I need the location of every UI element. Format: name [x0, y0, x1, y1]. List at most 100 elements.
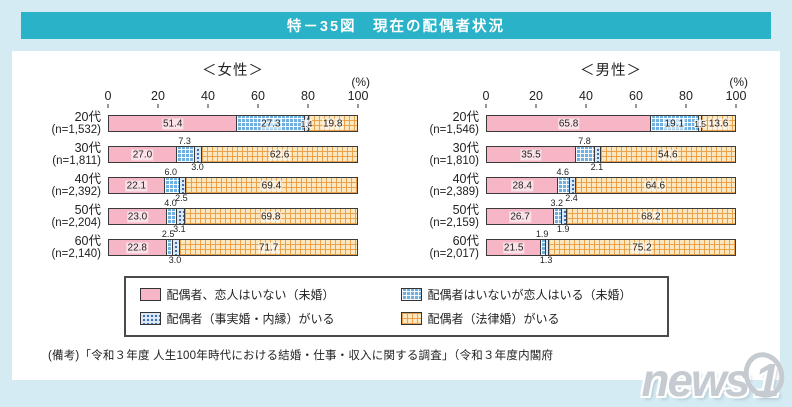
watermark-one: 1 — [738, 346, 791, 407]
x-axis-tick-mark — [257, 104, 259, 108]
bar-value-label: 71.7 — [257, 242, 280, 253]
content-panel: ＜女性＞ (%) 0 20 40 60 80 100 20代 (n=1,532) 51.4 27… — [12, 51, 780, 380]
bar-value-label: 51.4 — [162, 118, 184, 129]
bar-value-label: 35.5 — [520, 149, 542, 160]
stacked-bar: 22.1 69.4 — [108, 177, 358, 194]
bar-area: 51.4 27.3 19.8 1.4 — [108, 115, 358, 132]
bar-value-label: 62.6 — [268, 149, 291, 160]
legend-swatch-unmarried-no-partner — [139, 288, 161, 301]
bar-segment-0: 23.0 — [109, 209, 167, 224]
bar-segment-1 — [557, 178, 569, 193]
x-axis-tick-label: 60 — [629, 89, 643, 103]
bar-value-label: 21.5 — [502, 242, 525, 253]
chart-title-female: ＜女性＞ — [202, 63, 264, 79]
bar-value-label: 4.0 — [164, 198, 177, 208]
bar-value-label: 6.0 — [164, 167, 178, 177]
chart-row: 50代 (n=2,159) 26.7 68.2 3.2 1.9 — [406, 199, 750, 234]
bar-value-label: 7.3 — [178, 136, 191, 146]
bar-segment-1 — [575, 147, 595, 162]
bar-segment-0: 27.0 — [109, 147, 176, 162]
bar-value-label: 2.5 — [161, 229, 175, 239]
stacked-bar: 22.8 71.7 — [108, 239, 358, 256]
chart-header-female: ＜女性＞ (%) — [108, 57, 370, 89]
chart-row: 50代 (n=2,204) 23.0 69.8 4.0 3.1 — [28, 198, 372, 234]
chart-row: 60代 (n=2,140) 22.8 71.7 2.5 3.0 — [28, 229, 372, 265]
x-axis-tick-mark — [485, 104, 487, 108]
bar-value-label: 3.0 — [191, 162, 204, 172]
bar-segment-1: 19.1 — [650, 116, 698, 131]
x-axis-tick-mark — [207, 104, 209, 108]
age-group-label: 40代 — [452, 171, 479, 186]
legend-label: 配偶者（事実婚・内縁）がいる — [166, 312, 335, 326]
bar-segment-1 — [553, 209, 562, 224]
bar-value-label: 68.2 — [640, 211, 662, 222]
age-group-label: 20代 — [452, 109, 479, 124]
age-group-label: 30代 — [74, 140, 101, 155]
x-axis-tick-mark — [357, 104, 359, 108]
bar-segment-0: 28.4 — [487, 178, 558, 193]
x-axis-tick-mark — [585, 104, 587, 108]
x-axis-tick-label: 100 — [725, 89, 747, 103]
percent-unit-label: (%) — [351, 75, 370, 89]
bar-value-label: 3.0 — [168, 255, 182, 265]
bar-value-label: 4.6 — [556, 167, 570, 177]
bar-value-label: 54.6 — [657, 149, 679, 160]
sample-size-label: (n=2,140) — [51, 248, 101, 261]
stacked-bar: 51.4 27.3 19.8 — [108, 115, 358, 132]
legend-label: 配偶者、恋人はいない（未婚） — [166, 288, 335, 302]
bar-segment-2 — [171, 240, 180, 255]
y-axis-label: 60代 (n=2,140) — [28, 234, 108, 262]
chart-row: 30代 (n=1,810) 35.5 54.6 7.8 2.1 — [406, 137, 750, 172]
x-axis-tick-mark — [535, 104, 537, 108]
legend-swatch-legal-spouse — [400, 312, 422, 325]
bar-value-label: 3.1 — [173, 224, 186, 234]
bar-segment-2 — [178, 178, 185, 193]
age-group-label: 20代 — [74, 109, 101, 124]
bar-area: 22.1 69.4 6.0 2.5 — [108, 168, 358, 203]
bar-segment-1 — [163, 178, 179, 193]
y-axis-label: 60代 (n=2,017) — [406, 234, 486, 262]
x-axis-tick-label: 100 — [347, 89, 369, 103]
bar-area: 28.4 64.6 4.6 2.4 — [486, 168, 736, 203]
chart-row: 60代 (n=2,017) 21.5 75.2 1.9 1.3 — [406, 230, 750, 265]
y-axis-label: 50代 (n=2,159) — [406, 203, 486, 231]
bar-value-label: 1.5 — [694, 118, 707, 129]
bar-segment-3: 64.6 — [574, 178, 735, 193]
legend-item: 配偶者（事実婚・内縁）がいる — [139, 310, 395, 327]
bars-female: 20代 (n=1,532) 51.4 27.3 19.8 1.4 30代 (n=1,811) 2… — [28, 108, 372, 265]
chart-row: 40代 (n=2,392) 22.1 69.4 6.0 2.5 — [28, 168, 372, 203]
stacked-bar: 27.0 62.6 — [108, 146, 358, 163]
x-axis-tick-label: 40 — [579, 89, 593, 103]
chart-row: 20代 (n=1,546) 65.8 19.1 13.6 1.5 — [406, 108, 750, 139]
bar-value-label: 1.9 — [535, 229, 549, 239]
x-axis-tick-label: 20 — [529, 89, 543, 103]
sample-size-label: (n=1,546) — [429, 124, 479, 137]
bar-value-label: 19.8 — [321, 118, 344, 129]
bar-value-label: 1.9 — [556, 224, 570, 234]
x-axis-tick-mark — [685, 104, 687, 108]
bar-area: 21.5 75.2 1.9 1.3 — [486, 230, 736, 265]
x-axis-tick-label: 40 — [201, 89, 215, 103]
stacked-bar: 28.4 64.6 — [486, 177, 736, 194]
bar-value-label: 69.8 — [259, 211, 282, 222]
bar-value-label: 2.1 — [590, 162, 604, 172]
age-group-label: 50代 — [452, 202, 479, 217]
bar-value-label: 1.3 — [539, 255, 553, 265]
sample-size-label: (n=2,204) — [51, 217, 101, 230]
y-axis-label: 50代 (n=2,204) — [28, 203, 108, 231]
bar-segment-0: 65.8 — [487, 116, 651, 131]
watermark-text: news — [641, 354, 750, 406]
sample-size-label: (n=1,810) — [429, 155, 479, 168]
x-axis-tick-mark — [107, 104, 109, 108]
bar-value-label: 64.6 — [644, 180, 667, 191]
y-axis-label: 20代 (n=1,532) — [28, 110, 108, 138]
chart-title-male: ＜男性＞ — [580, 63, 642, 79]
legend-swatch-unmarried-with-partner — [400, 288, 422, 301]
bar-segment-0: 22.8 — [109, 240, 166, 255]
bar-value-label: 2.4 — [565, 193, 578, 203]
x-axis-tick-label: 0 — [482, 89, 490, 103]
bar-area: 27.0 62.6 7.3 3.0 — [108, 137, 358, 172]
bar-segment-3: 69.4 — [184, 178, 357, 193]
bar-segment-2 — [568, 178, 575, 193]
chart-header-male: ＜男性＞ (%) — [486, 57, 748, 89]
